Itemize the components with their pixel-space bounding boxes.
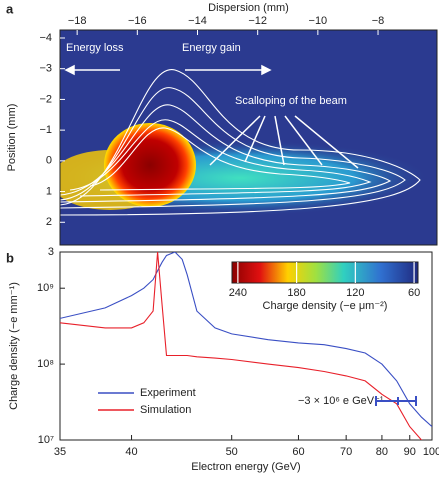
x-tick-label: 50 xyxy=(226,446,238,458)
y-axis-label: Charge density (−e mm⁻¹) xyxy=(8,282,20,410)
series-line xyxy=(60,252,432,428)
colorbar-tick-label: 240 xyxy=(229,287,247,299)
y-tick-label: −4 xyxy=(39,32,52,44)
x-axis-label: Electron energy (GeV) xyxy=(191,461,300,473)
colorbar-tick-label: 60 xyxy=(408,287,420,299)
colorbar-tick-label: 120 xyxy=(346,287,364,299)
colorbar xyxy=(231,261,419,284)
x-tick-label: 80 xyxy=(376,446,388,458)
annotation: Energy loss xyxy=(66,42,124,54)
x-tick-label: −16 xyxy=(128,15,147,27)
y-tick-label: 2 xyxy=(46,216,52,228)
y-axis-label: Position (mm) xyxy=(6,104,18,172)
y-tick-label: −2 xyxy=(39,93,52,105)
frame-a xyxy=(59,29,438,246)
legend-label: Simulation xyxy=(140,404,191,416)
x-tick-label: 40 xyxy=(125,446,137,458)
x-axis-label: Dispersion (mm) xyxy=(208,2,289,14)
x-tick-label: −14 xyxy=(188,15,207,27)
x-tick-label: 70 xyxy=(340,446,352,458)
x-tick-label: 60 xyxy=(292,446,304,458)
annotation: −3 × 10⁶ e GeV⁻¹ xyxy=(298,395,384,407)
y-tick-label: 3 xyxy=(48,246,54,258)
x-tick-label: 90 xyxy=(404,446,416,458)
x-tick-label: 100 xyxy=(423,446,439,458)
y-tick-label: −3 xyxy=(39,63,52,75)
plot-area xyxy=(60,252,432,440)
y-tick-label: 1 xyxy=(46,185,52,197)
x-tick-label: −8 xyxy=(372,15,385,27)
colorbar-label: Charge density (−e μm⁻²) xyxy=(263,300,388,312)
x-tick-label: −18 xyxy=(68,15,87,27)
series-line xyxy=(60,252,423,440)
panel-label: a xyxy=(6,1,14,16)
x-tick-label: −12 xyxy=(248,15,267,27)
x-tick-label: 35 xyxy=(54,446,66,458)
y-tick-label: −1 xyxy=(39,124,52,136)
heatmap-image xyxy=(60,30,437,245)
colorbar-tick-label: 180 xyxy=(287,287,305,299)
y-tick-label: 10⁹ xyxy=(37,282,54,294)
y-tick-label: 10⁸ xyxy=(37,358,54,370)
y-tick-label: 0 xyxy=(46,155,52,167)
annotation: Energy gain xyxy=(182,42,241,54)
panel-label: b xyxy=(6,250,14,265)
y-tick-label: 10⁷ xyxy=(38,434,54,446)
annotation: Scalloping of the beam xyxy=(235,95,347,107)
legend-label: Experiment xyxy=(140,387,196,399)
x-tick-label: −10 xyxy=(309,15,328,27)
